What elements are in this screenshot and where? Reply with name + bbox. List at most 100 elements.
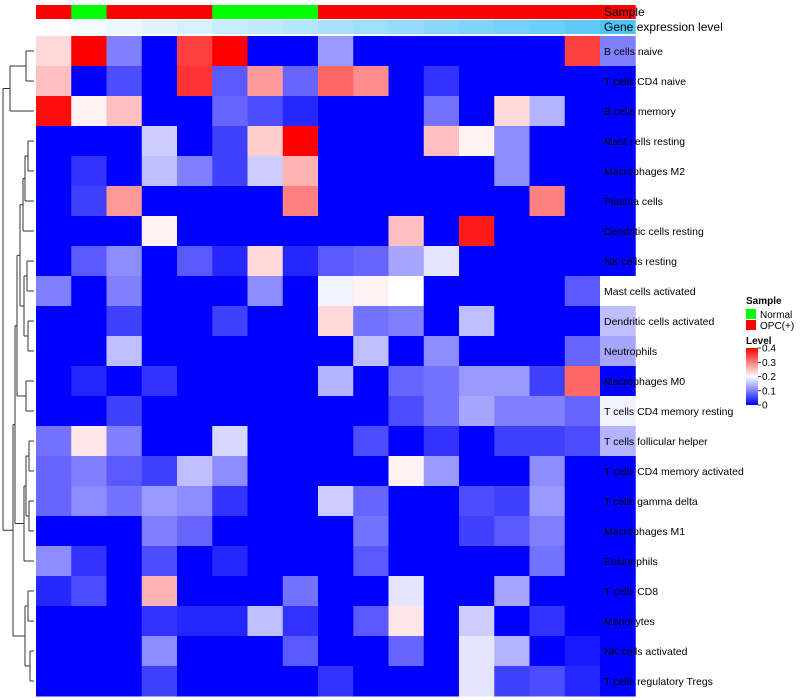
heatmap-cell bbox=[106, 576, 143, 607]
heatmap-cell bbox=[318, 366, 354, 397]
heatmap-cell bbox=[36, 66, 72, 97]
heatmap-cell bbox=[212, 546, 248, 577]
heatmap-cell bbox=[423, 306, 460, 337]
heatmap-cell bbox=[36, 546, 72, 577]
heatmap-cell bbox=[177, 306, 213, 337]
heatmap-cell bbox=[529, 666, 566, 697]
heatmap-cell bbox=[600, 36, 636, 67]
heatmap-cell bbox=[282, 396, 319, 427]
heatmap-cell bbox=[459, 216, 495, 247]
heatmap-cell bbox=[106, 396, 143, 427]
heatmap-cell bbox=[71, 396, 107, 427]
row-label: Dendritic cells resting bbox=[604, 226, 704, 238]
row-label: T cells CD4 memory activated bbox=[604, 466, 744, 478]
heatmap-cell bbox=[212, 126, 248, 157]
row-label: T cells gamma delta bbox=[604, 496, 698, 508]
gene-expression-cell bbox=[71, 20, 107, 34]
heatmap-cell bbox=[177, 426, 213, 457]
heatmap-cell bbox=[177, 336, 213, 367]
legend-color-scale bbox=[746, 348, 758, 405]
heatmap-cell bbox=[423, 426, 460, 457]
heatmap-cell bbox=[36, 186, 72, 217]
heatmap-cell bbox=[459, 96, 495, 127]
heatmap-cell bbox=[423, 396, 460, 427]
heatmap-cell bbox=[106, 126, 143, 157]
gene-expression-cell bbox=[106, 20, 143, 34]
heatmap-cell bbox=[494, 216, 530, 247]
sample-cell bbox=[529, 5, 566, 19]
heatmap-cell bbox=[282, 216, 319, 247]
heatmap-cell bbox=[600, 486, 636, 517]
heatmap-cell bbox=[247, 246, 284, 277]
heatmap-cell bbox=[564, 576, 601, 607]
gene-expression-cell bbox=[423, 20, 460, 34]
heatmap-cell bbox=[177, 216, 213, 247]
heatmap-cell bbox=[282, 96, 319, 127]
heatmap-cell bbox=[106, 246, 143, 277]
legend-tick-label: 0.1 bbox=[762, 386, 776, 397]
heatmap-cell bbox=[141, 126, 178, 157]
heatmap-cell bbox=[353, 156, 389, 187]
heatmap-cell bbox=[247, 426, 284, 457]
heatmap-cell bbox=[529, 156, 566, 187]
heatmap-cell bbox=[177, 246, 213, 277]
heatmap-cell bbox=[388, 606, 425, 637]
heatmap-cell bbox=[600, 606, 636, 637]
heatmap-cell bbox=[71, 246, 107, 277]
heatmap-cells bbox=[36, 36, 636, 697]
heatmap-cell bbox=[600, 66, 636, 97]
heatmap-cell bbox=[318, 486, 354, 517]
heatmap-cell bbox=[353, 246, 389, 277]
row-label: Eosinophils bbox=[604, 556, 658, 568]
row-label: Mast cells resting bbox=[604, 136, 685, 148]
heatmap-cell bbox=[423, 276, 460, 307]
gene-expression-cell bbox=[212, 20, 248, 34]
heatmap-cell bbox=[423, 366, 460, 397]
heatmap-cell bbox=[388, 366, 425, 397]
heatmap-cell bbox=[282, 516, 319, 547]
heatmap-cell bbox=[600, 396, 636, 427]
heatmap-cell bbox=[529, 546, 566, 577]
heatmap-cell bbox=[247, 456, 284, 487]
heatmap-cell bbox=[388, 186, 425, 217]
heatmap-cell bbox=[141, 666, 178, 697]
heatmap-cell bbox=[141, 606, 178, 637]
row-label: Neutrophils bbox=[604, 346, 657, 358]
heatmap-cell bbox=[564, 276, 601, 307]
heatmap-cell bbox=[282, 606, 319, 637]
heatmap-cell bbox=[388, 36, 425, 67]
heatmap-cell bbox=[36, 126, 72, 157]
heatmap-cell bbox=[36, 576, 72, 607]
heatmap-cell bbox=[141, 366, 178, 397]
heatmap-cell bbox=[177, 366, 213, 397]
row-label: B cells memory bbox=[604, 106, 677, 118]
gene-expression-cell bbox=[459, 20, 495, 34]
heatmap-cell bbox=[282, 426, 319, 457]
heatmap-cell bbox=[318, 546, 354, 577]
heatmap-cell bbox=[600, 576, 636, 607]
heatmap-cell bbox=[141, 636, 178, 667]
heatmap-cell bbox=[353, 216, 389, 247]
sample-annotation-label: Sample bbox=[604, 5, 645, 19]
heatmap-cell bbox=[71, 426, 107, 457]
heatmap-cell bbox=[36, 246, 72, 277]
gene-expression-cell bbox=[353, 20, 389, 34]
heatmap-cell bbox=[353, 396, 389, 427]
heatmap-cell bbox=[529, 576, 566, 607]
heatmap-cell bbox=[459, 396, 495, 427]
heatmap-cell bbox=[247, 96, 284, 127]
heatmap-cell bbox=[600, 546, 636, 577]
heatmap-cell bbox=[318, 336, 354, 367]
row-label: T cells CD4 memory resting bbox=[604, 406, 733, 418]
sample-cell bbox=[71, 5, 107, 19]
heatmap-cell bbox=[212, 606, 248, 637]
heatmap-cell bbox=[600, 216, 636, 247]
heatmap-cell bbox=[600, 456, 636, 487]
heatmap-cell bbox=[177, 636, 213, 667]
heatmap-cell bbox=[600, 276, 636, 307]
heatmap-cell bbox=[494, 276, 530, 307]
heatmap-cell bbox=[282, 336, 319, 367]
heatmap-cell bbox=[71, 606, 107, 637]
heatmap-cell bbox=[177, 186, 213, 217]
heatmap-cell bbox=[388, 666, 425, 697]
